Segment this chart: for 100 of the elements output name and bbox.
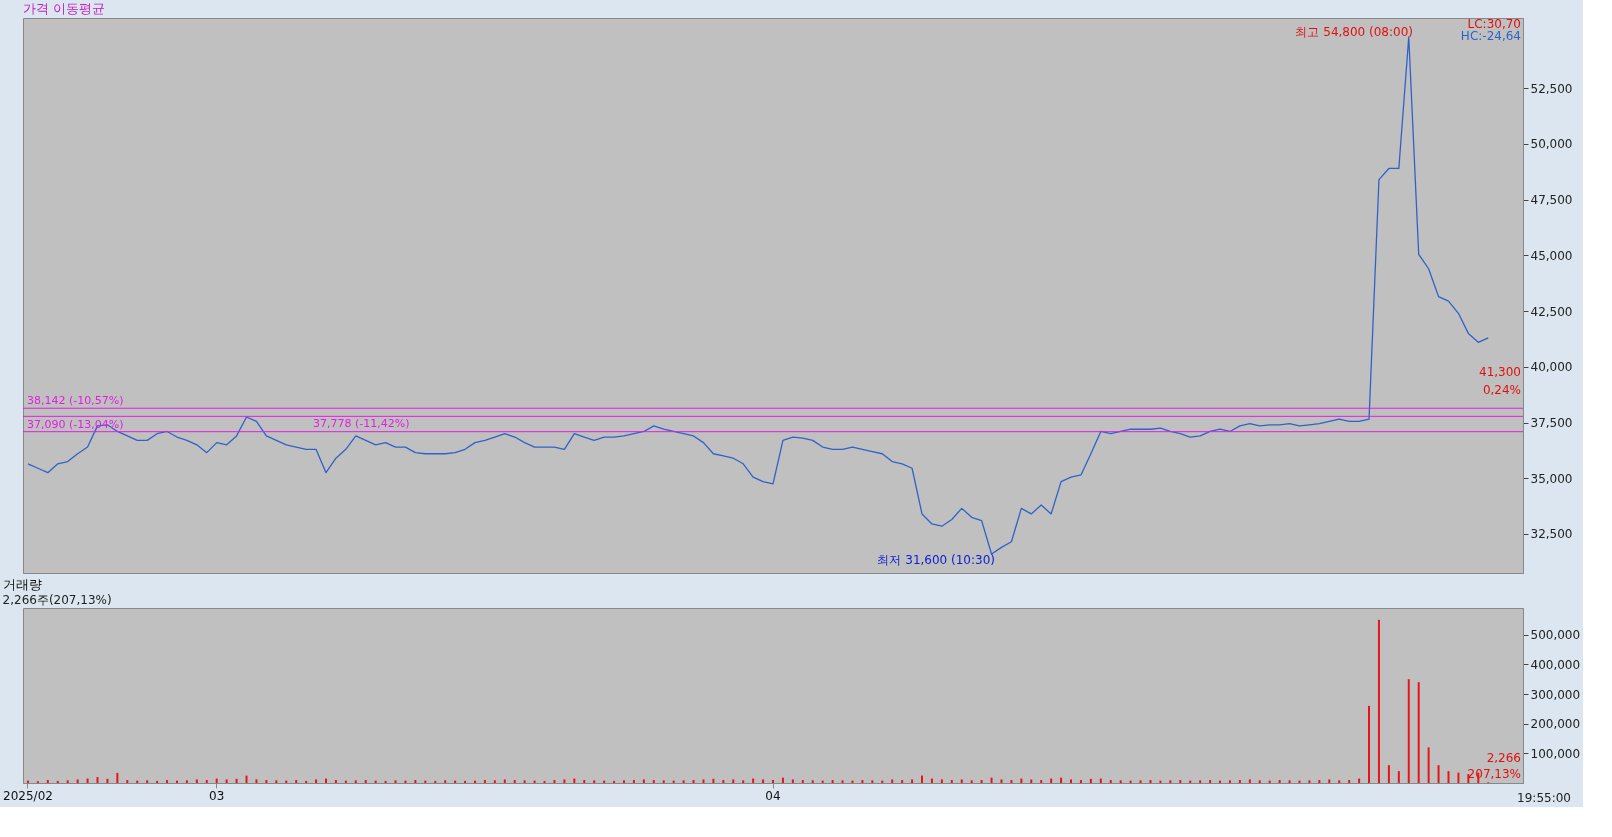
bar bbox=[444, 780, 447, 783]
bar bbox=[911, 779, 914, 783]
bar bbox=[712, 778, 715, 783]
bar bbox=[652, 780, 655, 783]
bar bbox=[1308, 780, 1311, 783]
annotation: 41,300 bbox=[1479, 365, 1521, 379]
bar bbox=[1079, 780, 1082, 783]
ref-line-label: 37,778 (-11,42%) bbox=[313, 417, 410, 431]
bar bbox=[106, 778, 109, 783]
bar bbox=[1407, 679, 1410, 783]
bar bbox=[1199, 780, 1202, 783]
bar bbox=[255, 779, 258, 783]
bar bbox=[831, 780, 834, 783]
bar bbox=[66, 780, 69, 783]
bar bbox=[1427, 747, 1430, 783]
bar bbox=[235, 778, 238, 783]
bar bbox=[980, 780, 983, 783]
annotation: 2,266 bbox=[1486, 751, 1521, 765]
bar bbox=[1030, 779, 1033, 783]
bar bbox=[1248, 779, 1251, 783]
bar bbox=[901, 780, 904, 783]
bar bbox=[563, 779, 566, 783]
y-tick-label: 500,000 bbox=[1530, 628, 1581, 643]
x-tick-label: 03 bbox=[209, 788, 225, 803]
bar bbox=[1040, 780, 1043, 783]
bar bbox=[622, 780, 625, 783]
bar bbox=[1457, 772, 1460, 783]
annotation: LC:30,70 bbox=[1467, 17, 1521, 31]
bar bbox=[1119, 780, 1122, 783]
bar bbox=[1010, 780, 1013, 783]
bar bbox=[414, 780, 417, 783]
bar bbox=[1368, 705, 1371, 783]
bar bbox=[185, 780, 188, 783]
y-tick-label: 32,500 bbox=[1530, 527, 1573, 542]
y-tick-label: 100,000 bbox=[1530, 746, 1581, 761]
x-tick-label: 2025/02 bbox=[3, 788, 53, 803]
annotation: 최저 31,600 (10:30) bbox=[877, 553, 995, 567]
y-tick-label: 200,000 bbox=[1530, 717, 1581, 732]
bar bbox=[156, 780, 159, 783]
bar bbox=[682, 780, 685, 783]
bar bbox=[493, 780, 496, 783]
bar bbox=[1437, 765, 1440, 783]
bar bbox=[781, 777, 784, 783]
bar bbox=[1000, 779, 1003, 783]
chart-subtitle: 2,266주(207,13%) bbox=[2, 593, 112, 607]
annotation: HC:-24,64 bbox=[1460, 29, 1521, 43]
x-tick-label: 04 bbox=[765, 788, 781, 803]
bar bbox=[1447, 771, 1450, 783]
bar bbox=[245, 775, 248, 783]
bar bbox=[772, 780, 774, 783]
bar bbox=[861, 780, 864, 783]
bar bbox=[1179, 780, 1182, 783]
bar bbox=[732, 779, 735, 783]
y-tick-label: 300,000 bbox=[1530, 687, 1581, 702]
y-tick-label: 35,000 bbox=[1530, 471, 1573, 486]
bar bbox=[921, 775, 924, 783]
y-tick-label: 50,000 bbox=[1530, 137, 1573, 152]
bar bbox=[364, 780, 367, 783]
bar bbox=[553, 780, 556, 783]
bar bbox=[841, 780, 844, 783]
bar bbox=[275, 780, 278, 783]
bar bbox=[394, 780, 397, 783]
bar bbox=[970, 780, 973, 783]
bar bbox=[891, 779, 894, 783]
bar bbox=[96, 777, 99, 783]
bar bbox=[305, 780, 308, 783]
bar bbox=[940, 779, 943, 783]
bar bbox=[195, 779, 198, 783]
y-tick-label: 400,000 bbox=[1530, 657, 1581, 672]
bar bbox=[642, 779, 645, 783]
bar bbox=[1338, 780, 1341, 783]
bar bbox=[265, 780, 268, 783]
bar bbox=[801, 780, 804, 783]
bar bbox=[990, 777, 993, 783]
bar bbox=[46, 780, 49, 783]
bar bbox=[1149, 780, 1152, 783]
bar bbox=[1070, 779, 1073, 783]
bar bbox=[1258, 780, 1261, 783]
bar bbox=[1169, 780, 1172, 783]
bar bbox=[56, 780, 59, 783]
bar bbox=[76, 779, 79, 783]
bar bbox=[1288, 780, 1291, 783]
bar bbox=[692, 780, 695, 783]
chart-title: 거래량 bbox=[2, 577, 42, 592]
bar bbox=[354, 780, 357, 783]
bar bbox=[1377, 619, 1380, 783]
annotation: 0,24% bbox=[1482, 383, 1521, 397]
bar bbox=[871, 780, 874, 783]
y-tick-label: 52,500 bbox=[1530, 81, 1573, 96]
annotation: 최고 54,800 (08:00) bbox=[1295, 25, 1413, 39]
bar bbox=[742, 780, 745, 783]
bar bbox=[464, 780, 467, 783]
bar bbox=[662, 780, 665, 783]
bar bbox=[315, 779, 318, 783]
ref-line-label: 37,090 (-13,04%) bbox=[27, 417, 124, 431]
bar bbox=[593, 780, 596, 783]
y-tick-label: 42,500 bbox=[1530, 304, 1573, 319]
y-tick-label: 45,000 bbox=[1530, 248, 1573, 263]
bar bbox=[116, 772, 119, 783]
annotation: 207,13% bbox=[1467, 767, 1521, 781]
